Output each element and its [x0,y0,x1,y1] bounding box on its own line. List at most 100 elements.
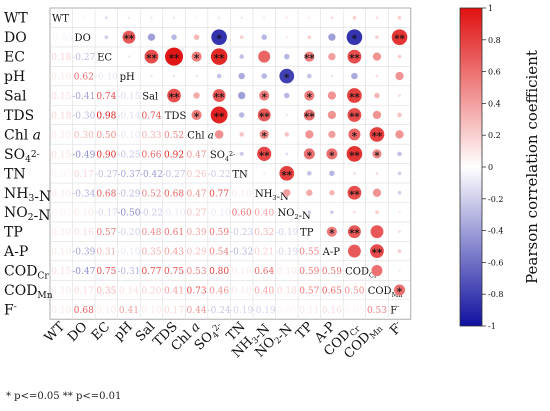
coefficient-label: 0.55 [299,248,319,258]
coefficient-label: 0.74 [141,111,161,121]
column-label: DO [65,319,91,345]
coefficient-label: 0.57 [96,228,116,238]
row-label: SO42- [4,147,40,165]
row-label: TP [4,225,23,241]
row-label: NH3-N [4,186,51,205]
significance-marker: * [397,287,403,298]
correlation-circle [171,34,177,40]
column-label: EC [89,319,113,343]
correlation-circle [398,230,401,234]
correlation-circle [195,16,198,19]
diagonal-label: NH3-N [255,189,289,203]
diagonal-label: WT [52,14,69,25]
coefficient-label: 0.05 [51,170,71,180]
coefficient-label: 0.10 [51,73,71,83]
significance-marker: * [262,93,268,104]
correlation-circle [347,185,362,200]
correlation-circle [172,74,176,78]
coefficient-label: -0.37 [117,170,140,180]
colorbar-tick-label: 0.8 [488,36,501,45]
correlation-circle [326,226,337,237]
correlation-circle [397,190,402,195]
coefficient-label: 0.61 [164,228,184,238]
coefficient-label: -0.10 [208,209,231,219]
correlation-circle [257,146,272,161]
colorbar-tick-label: -1 [488,322,496,331]
correlation-circle [330,210,334,215]
correlation-circle [372,110,382,120]
significance-marker: * [307,151,313,162]
row-label: A-P [3,244,28,260]
correlation-circle [374,92,380,99]
correlation-circle [285,113,288,117]
diagonal-label: CODCr [345,267,378,280]
correlation-circle [284,92,290,99]
correlation-circle [398,211,401,214]
coefficient-label: 0.68 [164,189,184,199]
correlation-circle [150,16,153,19]
correlation-circle [104,16,108,20]
coefficient-label: 0.43 [164,248,184,258]
coefficient-label: 0.48 [141,228,161,238]
significance-marker: * [374,151,380,162]
row-label: EC [4,50,25,66]
significance-marker: ** [214,93,225,104]
colorbar-tick-label: 0 [488,163,493,172]
significance-marker: ** [349,112,360,123]
correlation-circle [328,33,336,41]
coefficient-label: 0.16 [322,306,342,316]
coefficient-label: 0.10 [51,228,71,238]
correlation-circle [391,29,408,45]
coefficient-label: 0.39 [187,228,207,238]
coefficient-label: -0.30 [72,111,95,121]
column-label: F- [386,318,407,339]
coefficient-label: -0.50 [117,209,140,219]
correlation-circle [285,152,289,156]
correlation-circle [238,112,245,118]
correlation-circle [397,112,402,118]
coefficient-label: 0.75 [164,267,184,277]
coefficient-label: -0.41 [72,92,95,102]
colorbar-tick-label: -0.6 [488,258,503,267]
correlation-circle [239,132,244,137]
coefficient-label: -0.17 [95,209,118,219]
coefficient-label: 0.30 [74,131,94,141]
colorbar-tick-label: 0.4 [488,99,501,108]
coefficient-label: 0.57 [299,287,319,297]
diagonal-label: TDS [165,111,187,122]
correlation-circle [352,15,357,20]
correlation-circle [397,249,402,253]
correlation-circle [347,244,361,258]
diagonal-label: A-P [322,247,341,258]
correlation-circle [375,35,379,40]
correlation-circle [216,73,222,79]
significance-marker: ** [349,229,360,240]
significance-marker: * [284,73,290,84]
significance-marker: ** [372,248,383,259]
coefficient-label: 0.33 [141,131,161,141]
correlation-circle [212,89,226,102]
significance-marker: ** [124,34,135,45]
coefficient-label: 0.18 [51,111,71,121]
significance-marker: ** [146,54,157,65]
coefficient-label: 0.98 [96,111,116,121]
correlation-circle [239,54,244,59]
significance-marker: ** [372,131,383,142]
correlation-circle [308,16,311,19]
coefficient-label: 0.47 [187,189,207,199]
correlation-circle [307,73,312,79]
coefficient-label: 0.65 [322,287,342,297]
coefficient-label: -0.22 [208,170,231,180]
coefficient-label: 0.73 [187,287,207,297]
coefficient-label: -0.25 [117,150,140,160]
correlation-circle [285,35,288,39]
correlation-circle [239,151,244,156]
correlation-circle [279,165,295,181]
coefficient-label: -0.10 [95,73,118,83]
correlation-circle [257,108,271,122]
coefficient-label: 0.75 [96,267,116,277]
significance-marker: * [352,34,358,45]
correlation-circle [283,189,291,197]
significance-marker: * [307,93,313,104]
correlation-circle [191,51,202,62]
